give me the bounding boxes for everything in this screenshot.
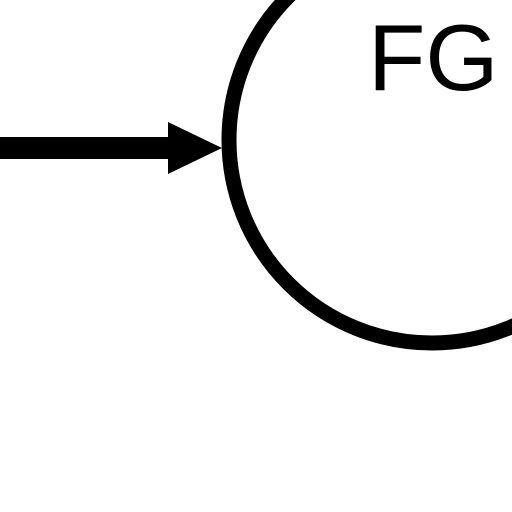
arrow-head (168, 122, 222, 174)
node-circle (221, 0, 512, 351)
node-label: FG (368, 5, 499, 110)
